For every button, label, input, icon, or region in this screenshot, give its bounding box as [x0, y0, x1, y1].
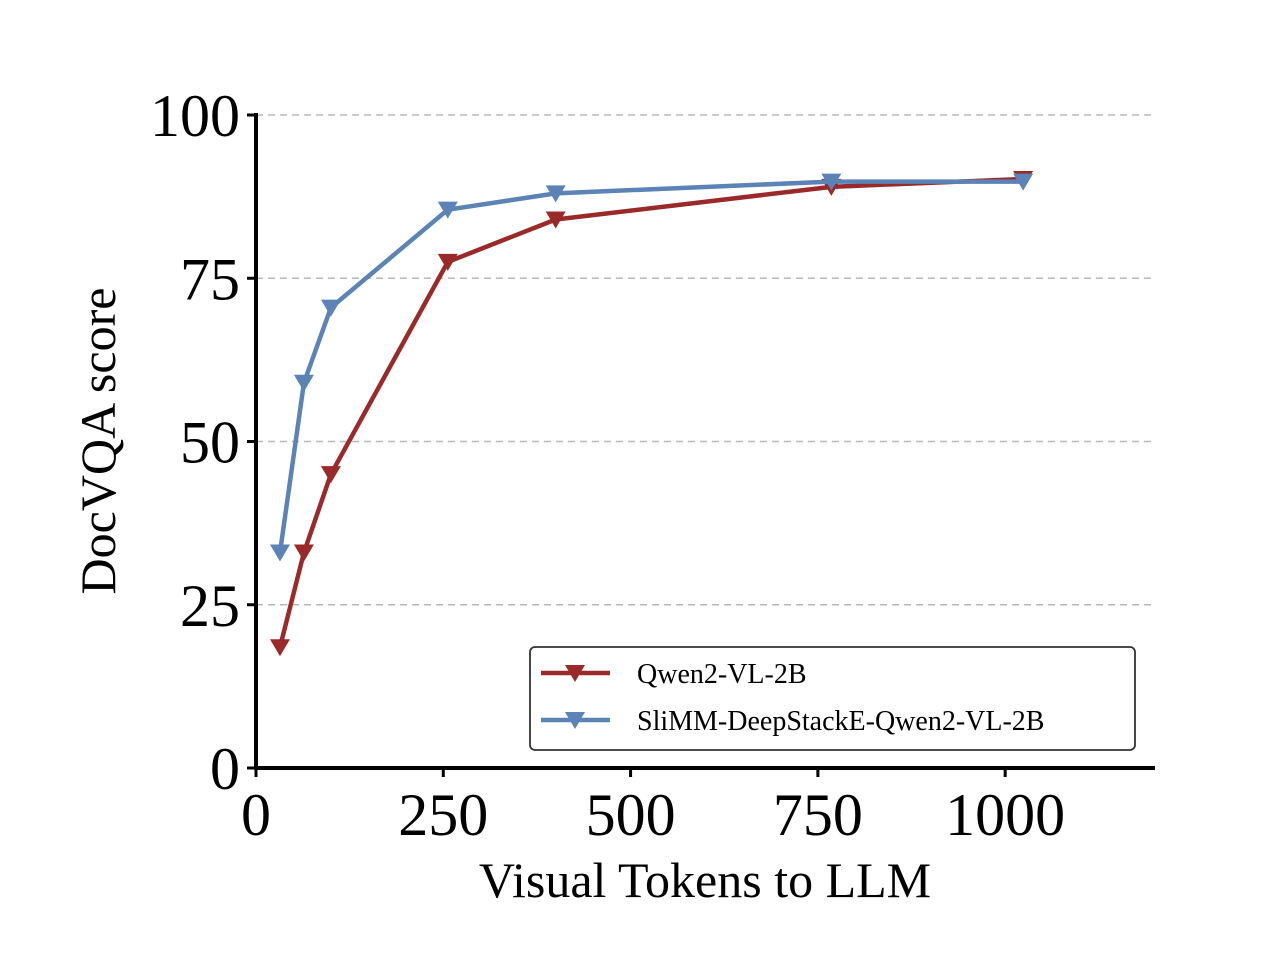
legend-swatch-marker — [565, 712, 585, 729]
series-layer — [269, 170, 1034, 657]
data-point-marker — [269, 544, 290, 562]
data-point-marker — [545, 211, 566, 229]
x-tick-label: 500 — [586, 782, 676, 848]
data-point-marker — [437, 201, 458, 219]
data-point-marker — [1013, 173, 1034, 191]
legend-label: SliMM-DeepStackE-Qwen2-VL-2B — [637, 706, 1044, 737]
series-line — [277, 176, 1024, 648]
data-point-marker — [545, 185, 566, 203]
legend-swatch-marker — [565, 665, 585, 682]
y-axis-label: DocVQA score — [70, 288, 126, 595]
x-tick-label: 250 — [398, 782, 488, 848]
x-tick-label: 1000 — [945, 782, 1065, 848]
legend: Qwen2-VL-2B SliMM-DeepStackE-Qwen2-VL-2B — [529, 646, 1136, 751]
y-tick-label: 0 — [210, 736, 240, 802]
x-tick-label: 750 — [773, 782, 863, 848]
y-tick-label: 100 — [150, 83, 240, 149]
data-point-marker — [320, 299, 341, 317]
data-point-marker — [293, 544, 314, 562]
legend-item: SliMM-DeepStackE-Qwen2-VL-2B — [541, 706, 1044, 737]
series-1 — [269, 170, 1034, 657]
data-point-marker — [293, 374, 314, 392]
data-point-marker — [821, 173, 842, 191]
legend-box — [529, 646, 1136, 751]
x-axis-label: Visual Tokens to LLM — [479, 852, 931, 908]
data-point-marker — [269, 639, 290, 657]
legend-label: Qwen2-VL-2B — [637, 659, 807, 690]
y-tick-label: 25 — [180, 573, 240, 639]
data-point-marker — [437, 253, 458, 271]
series-2 — [269, 173, 1034, 562]
data-point-marker — [320, 466, 341, 484]
grid-lines — [256, 114, 1155, 606]
y-tick-label: 75 — [180, 246, 240, 312]
y-tick-label: 50 — [180, 410, 240, 476]
legend-item: Qwen2-VL-2B — [541, 659, 807, 690]
x-tick-label: 0 — [241, 782, 271, 848]
